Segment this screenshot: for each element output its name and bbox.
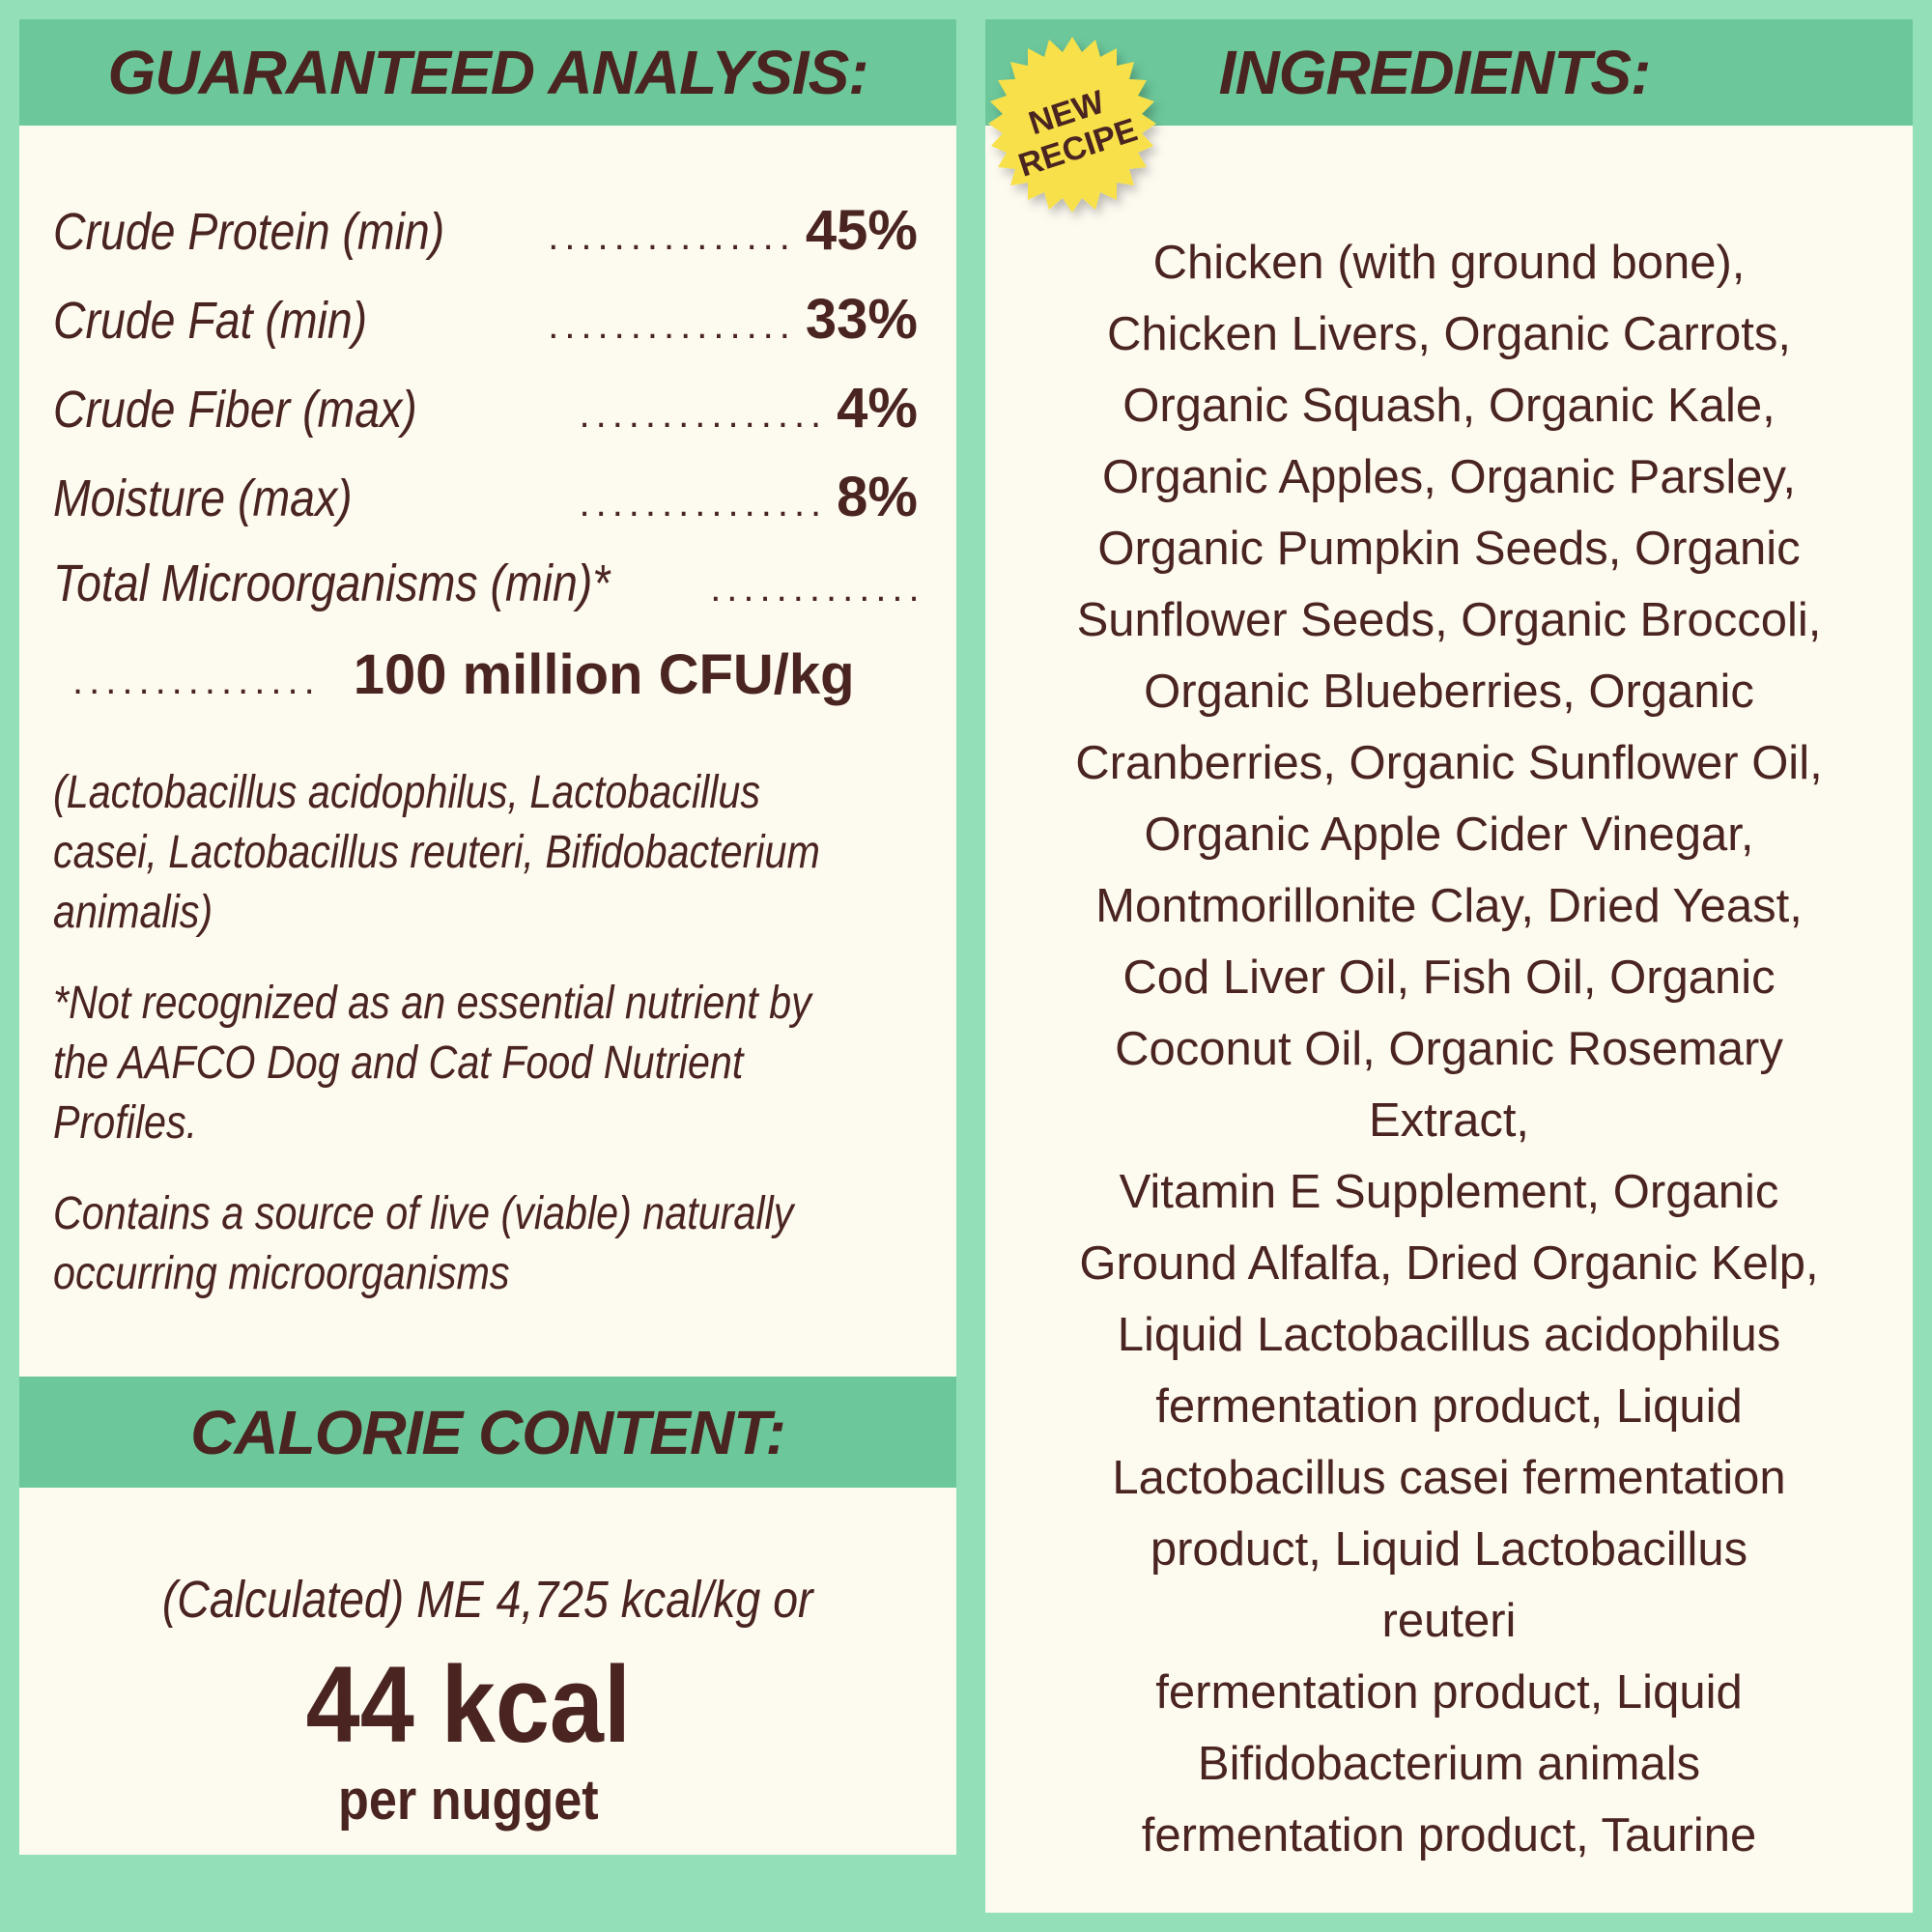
- ingredient-line: product, Liquid Lactobacillus: [1150, 1523, 1748, 1576]
- leader-dots: ...............: [710, 567, 918, 610]
- ingredient-line: Ground Alfalfa, Dried Organic Kelp,: [1079, 1237, 1819, 1290]
- analysis-label: Crude Protein (min): [53, 203, 445, 261]
- note-line: Profiles.: [53, 1097, 198, 1149]
- analysis-value: 4%: [837, 377, 918, 440]
- leader-dots: ...............: [72, 660, 321, 702]
- analysis-label: Crude Fiber (max): [53, 381, 417, 439]
- ingredient-line: Organic Apples, Organic Parsley,: [1101, 451, 1797, 503]
- analysis-row-fat: Crude Fat (min) ............... 33%: [53, 287, 918, 352]
- ingredient-line: Organic Blueberries, Organic: [1144, 666, 1754, 718]
- ingredient-line: Chicken Livers, Organic Carrots,: [1106, 308, 1791, 360]
- strains-note: (Lactobacillus acidophilus, Lactobacillu…: [53, 763, 951, 943]
- note-line: Contains a source of live (viable) natur…: [53, 1188, 794, 1239]
- ingredient-line: Chicken (with ground bone),: [1152, 237, 1746, 289]
- ingredients-panel: [985, 19, 1913, 1913]
- ingredient-line: Organic Pumpkin Seeds, Organic: [1097, 523, 1801, 575]
- ingredient-line: Bifidobacterium animals: [1197, 1738, 1701, 1790]
- kcal-per-nugget-value: 44 kcal: [0, 1642, 937, 1767]
- ingredient-line: Cod Liver Oil, Fish Oil, Organic: [1122, 952, 1776, 1004]
- per-nugget-text: per nugget: [338, 1769, 599, 1832]
- ingredient-line: reuteri: [1381, 1595, 1517, 1647]
- live-microorganisms-note: Contains a source of live (viable) natur…: [53, 1184, 951, 1304]
- per-nugget-label: per nugget: [0, 1768, 937, 1833]
- analysis-label: Crude Fat (min): [53, 292, 368, 350]
- aafco-note: *Not recognized as an essential nutrient…: [53, 974, 951, 1153]
- ingredient-line: Organic Apple Cider Vinegar,: [1144, 809, 1754, 861]
- guaranteed-analysis-header: GUARANTEED ANALYSIS:: [19, 19, 956, 126]
- analysis-label: Moisture (max): [53, 469, 353, 527]
- analysis-row-fiber: Crude Fiber (max) ............... 4%: [53, 376, 918, 440]
- ingredient-line: fermentation product, Liquid: [1155, 1380, 1743, 1433]
- microorganisms-value-row: ............... 100 million CFU/kg: [72, 642, 918, 707]
- note-line: casei, Lactobacillus reuteri, Bifidobact…: [53, 827, 820, 878]
- leader-dots: ...............: [579, 393, 828, 436]
- ingredient-line: Sunflower Seeds, Organic Broccoli,: [1076, 594, 1822, 646]
- guaranteed-analysis-title: GUARANTEED ANALYSIS:: [107, 38, 868, 107]
- leader-dots: ...............: [548, 304, 796, 347]
- ingredients-list: Chicken (with ground bone), Chicken Live…: [985, 227, 1913, 1871]
- note-line: occurring microorganisms: [53, 1248, 510, 1299]
- note-line: animalis): [53, 887, 213, 938]
- note-line: the AAFCO Dog and Cat Food Nutrient: [53, 1037, 744, 1089]
- analysis-value: 8%: [837, 466, 918, 528]
- ingredient-line: Coconut Oil, Organic Rosemary: [1115, 1023, 1783, 1075]
- ingredient-line: Lactobacillus casei fermentation: [1112, 1452, 1786, 1504]
- note-line: *Not recognized as an essential nutrient…: [53, 978, 811, 1029]
- analysis-row-moisture: Moisture (max) ............... 8%: [53, 465, 918, 529]
- calorie-content-panel: [19, 1488, 956, 1855]
- analysis-value: 45%: [805, 199, 918, 262]
- ingredient-line: Cranberries, Organic Sunflower Oil,: [1075, 737, 1823, 789]
- calorie-content-header: CALORIE CONTENT:: [19, 1377, 956, 1488]
- ingredient-line: Liquid Lactobacillus acidophilus: [1117, 1309, 1781, 1361]
- calculated-energy-text: (Calculated) ME 4,725 kcal/kg or: [162, 1571, 813, 1629]
- leader-dots: ...............: [548, 215, 796, 258]
- analysis-value: 33%: [805, 288, 918, 351]
- analysis-label: Total Microorganisms (min)*: [53, 554, 611, 612]
- calculated-energy: (Calculated) ME 4,725 kcal/kg or: [19, 1570, 956, 1630]
- new-recipe-badge: NEW RECIPE: [971, 29, 1174, 232]
- microorganisms-value: 100 million CFU/kg: [353, 643, 855, 706]
- ingredient-line: fermentation product, Taurine: [1141, 1809, 1757, 1861]
- leader-dots: ...............: [579, 482, 828, 525]
- analysis-row-microorganisms: Total Microorganisms (min)* ............…: [53, 554, 918, 613]
- guaranteed-analysis-panel: [19, 19, 956, 1377]
- ingredient-line: Vitamin E Supplement, Organic: [1119, 1166, 1779, 1218]
- kcal-value-text: 44 kcal: [305, 1644, 632, 1765]
- note-line: (Lactobacillus acidophilus, Lactobacillu…: [53, 767, 760, 818]
- starburst-icon: [988, 37, 1156, 213]
- analysis-row-protein: Crude Protein (min) ............... 45%: [53, 198, 918, 263]
- ingredient-line: Extract,: [1368, 1094, 1530, 1147]
- ingredients-title: INGREDIENTS:: [1218, 38, 1652, 107]
- ingredient-line: Organic Squash, Organic Kale,: [1122, 380, 1776, 432]
- calorie-content-title: CALORIE CONTENT:: [190, 1397, 786, 1467]
- ingredient-line: Montmorillonite Clay, Dried Yeast,: [1095, 880, 1803, 932]
- ingredient-line: fermentation product, Liquid: [1155, 1666, 1743, 1719]
